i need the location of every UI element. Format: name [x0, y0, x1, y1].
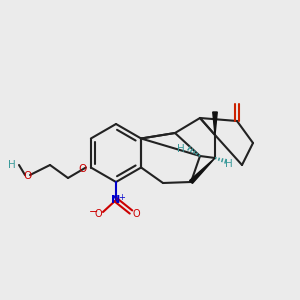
Polygon shape: [190, 158, 215, 183]
Text: H: H: [177, 144, 185, 154]
Text: H: H: [8, 160, 16, 170]
Text: −: −: [89, 207, 99, 217]
Text: O: O: [132, 209, 140, 219]
Polygon shape: [213, 112, 217, 135]
Text: +: +: [118, 194, 125, 202]
Text: H: H: [225, 159, 233, 169]
Text: O: O: [79, 164, 87, 173]
Text: O: O: [94, 209, 102, 219]
Text: O: O: [24, 171, 32, 181]
Text: N: N: [111, 195, 121, 205]
